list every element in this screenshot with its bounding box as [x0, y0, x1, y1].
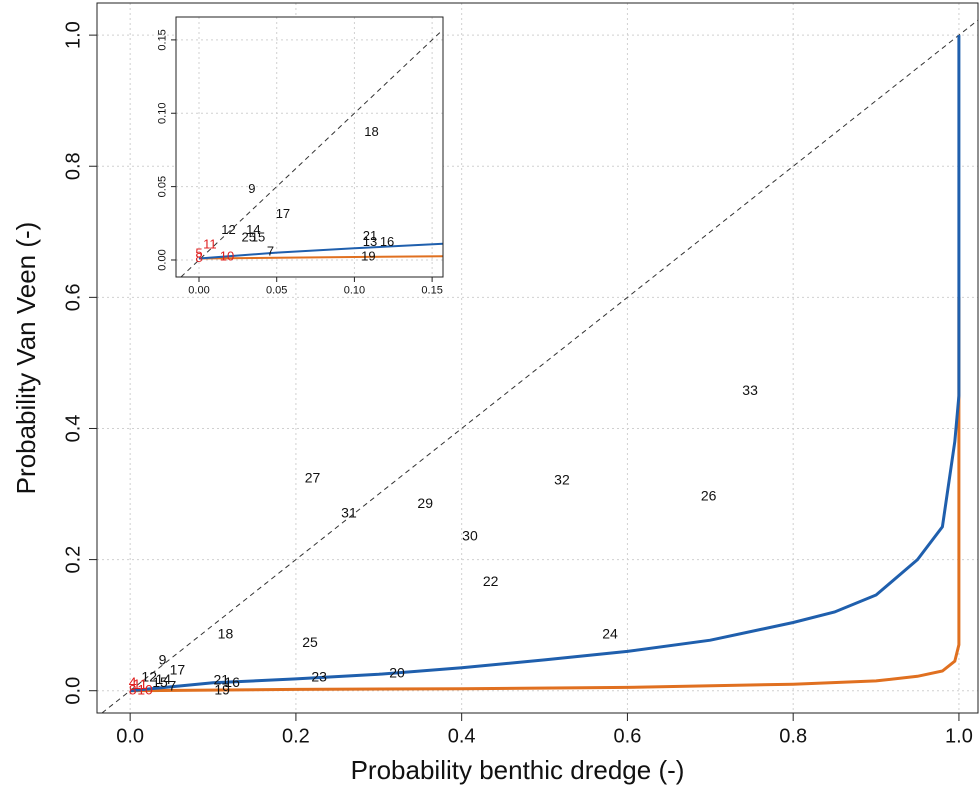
- point-label: 10: [220, 248, 234, 263]
- point-label: 21: [214, 672, 230, 688]
- identity-line: [180, 29, 443, 277]
- y-tick-label: 0.6: [62, 283, 84, 311]
- point-label: 26: [701, 487, 717, 503]
- point-label: 25: [241, 229, 255, 244]
- point-label: 11: [133, 676, 148, 692]
- y-tick-label: 0.10: [157, 103, 169, 124]
- x-tick-label: 0.05: [266, 285, 287, 297]
- point-label: 17: [276, 206, 290, 221]
- point-label: 31: [341, 504, 357, 520]
- y-tick-label: 0.0: [62, 677, 84, 705]
- point-label: 7: [267, 243, 274, 258]
- y-tick-label: 0.05: [157, 176, 169, 197]
- point-label: 14: [246, 222, 260, 237]
- x-tick-label: 0.8: [779, 725, 807, 747]
- curve: [198, 242, 443, 260]
- point-label: 24: [602, 626, 618, 642]
- plot-frame: [175, 16, 444, 278]
- point-label: 13: [363, 234, 377, 249]
- curve: [130, 297, 961, 693]
- y-tick-label: 0.8: [62, 152, 84, 180]
- x-tick-label: 0.15: [421, 285, 442, 297]
- y-tick-label: 0.15: [157, 29, 169, 50]
- y-axis-label: Probability Van Veen (-): [11, 222, 41, 495]
- y-tick-label: 1.0: [62, 21, 84, 49]
- identity-line: [101, 19, 978, 713]
- point-label: 20: [389, 664, 405, 680]
- point-label: 10: [137, 681, 153, 697]
- point-label: 12: [141, 668, 157, 684]
- point-label: 33: [742, 382, 758, 398]
- y-tick-label: 0.2: [62, 546, 84, 574]
- point-label: 4: [129, 674, 137, 690]
- x-tick-label: 0.2: [282, 725, 310, 747]
- curve: [198, 255, 443, 260]
- point-label: 23: [311, 668, 327, 684]
- point-label: 5: [195, 246, 202, 261]
- point-label: 16: [224, 674, 240, 690]
- point-label: 19: [214, 681, 230, 697]
- point-label: 32: [554, 472, 570, 488]
- point-label: 22: [483, 573, 499, 589]
- point-label: 15: [152, 674, 168, 690]
- point-label: 19: [361, 248, 375, 263]
- point-label: 9: [159, 651, 167, 667]
- point-label: 15: [251, 229, 265, 244]
- curve: [130, 35, 961, 693]
- point-label: 27: [305, 470, 321, 486]
- x-tick-label: 0.4: [448, 725, 476, 747]
- point-label: 29: [417, 495, 433, 511]
- plot-frame: [96, 2, 979, 714]
- plot-area: [101, 19, 978, 713]
- x-tick-label: 1.0: [945, 725, 973, 747]
- x-tick-label: 0.00: [188, 285, 209, 297]
- point-label: 30: [462, 527, 478, 543]
- point-label: 18: [218, 626, 234, 642]
- y-tick-label: 0.4: [62, 415, 84, 443]
- x-axis-label: Probability benthic dredge (-): [351, 755, 685, 785]
- point-label: 21: [363, 228, 377, 243]
- point-label: 8: [129, 681, 137, 697]
- point-label: 8: [195, 250, 202, 265]
- x-tick-label: 0.10: [344, 285, 365, 297]
- point-label: 14: [156, 671, 172, 687]
- point-label: 9: [248, 181, 255, 196]
- plot-area: [180, 29, 443, 277]
- point-label: 17: [170, 662, 186, 678]
- y-tick-label: 0.00: [157, 249, 169, 270]
- x-tick-label: 0.6: [614, 725, 642, 747]
- point-label: 18: [364, 124, 378, 139]
- point-label: 25: [302, 634, 318, 650]
- plot-background: [176, 17, 443, 277]
- inset-plot: 0.00 0.05 0.10 0.15 0.00 0.05 0.10 0.15 18 9 17 12 1…: [157, 16, 444, 297]
- point-label: 7: [169, 677, 177, 693]
- point-label: 11: [203, 237, 217, 252]
- x-tick-label: 0.0: [116, 725, 144, 747]
- point-label: 16: [380, 234, 394, 249]
- point-label: 12: [221, 222, 235, 237]
